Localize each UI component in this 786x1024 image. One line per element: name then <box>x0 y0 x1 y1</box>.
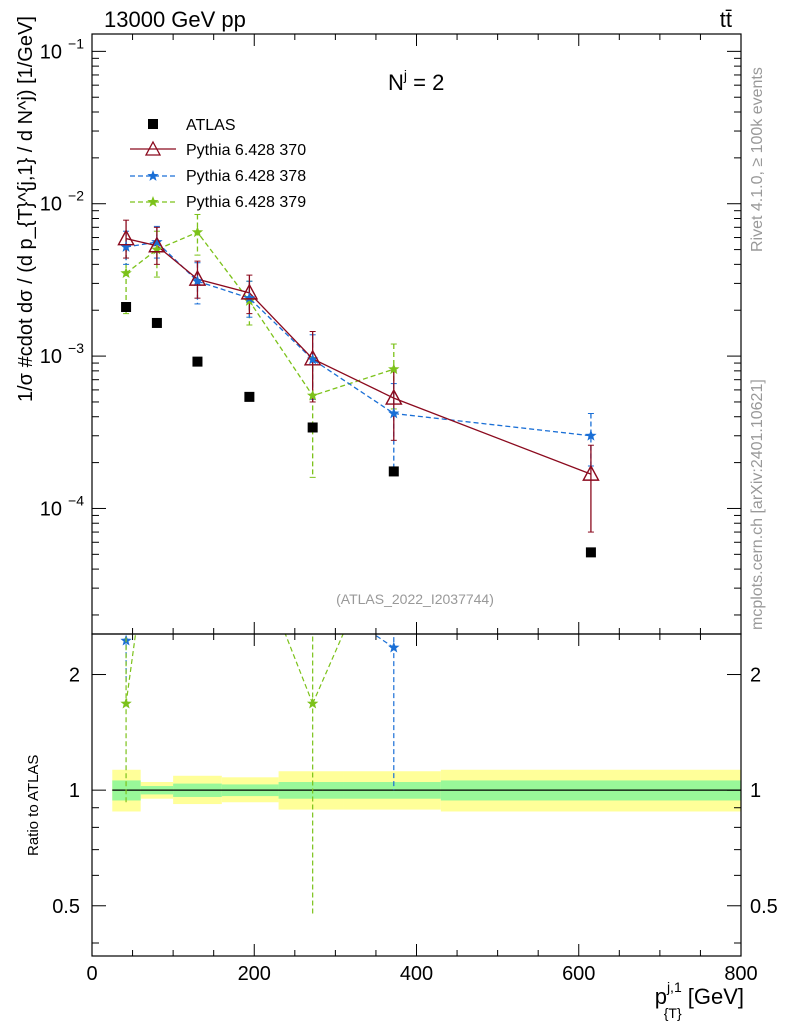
ratio-y-axis-label: Ratio to ATLAS <box>25 755 42 856</box>
series-p370-point <box>148 236 166 253</box>
series-p370-point <box>117 229 135 246</box>
legend-p379-label: Pythia 6.428 379 <box>186 194 306 211</box>
legend: ATLAS Pythia 6.428 370 Pythia 6.428 378 … <box>130 117 306 211</box>
series-p378-point <box>388 407 400 419</box>
legend-entry-p379: Pythia 6.428 379 <box>130 194 306 211</box>
main-y-tick-label: 10 −3 <box>40 340 84 368</box>
mcplots-label: mcplots.cern.ch [arXiv:2401.10621] <box>749 379 766 630</box>
x-tick-label: 400 <box>400 963 433 985</box>
series-p378-point <box>151 236 163 247</box>
x-tick-label: 0 <box>86 963 97 985</box>
x-axis-label: pj,1 {T} [GeV] <box>655 979 744 1021</box>
series-p370-point <box>385 388 403 405</box>
series-p378-point <box>120 241 132 252</box>
main-y-tick-exponent: −4 <box>68 492 84 508</box>
ratio-p378-line <box>372 634 395 649</box>
ratio-plot-frame <box>91 633 742 957</box>
main-y-tick-exponent: −2 <box>68 188 84 204</box>
main-series <box>117 213 600 558</box>
plot-title: Nj = 2 <box>388 67 444 95</box>
atlas-data-point <box>192 356 203 367</box>
ratio-p379-point <box>120 697 132 709</box>
series-p379-point <box>388 363 400 375</box>
ratio-y-tick-label-right: 1 <box>750 780 761 802</box>
legend-atlas-label: ATLAS <box>186 117 236 134</box>
x-tick-label: 600 <box>562 963 595 985</box>
ratio-bands <box>112 769 741 812</box>
ratio-p379-point <box>306 697 319 709</box>
series-p379-point <box>306 389 319 401</box>
atlas-data-point <box>585 547 596 558</box>
ratio-p379-line <box>125 634 137 704</box>
main-y-tick-label: 10 −1 <box>40 35 84 63</box>
ratio-y-tick-label-right: 2 <box>750 665 761 687</box>
series-p370-point <box>303 349 322 366</box>
series-p378-point <box>585 429 597 441</box>
atlas-data-point <box>244 391 255 402</box>
series-p370-point <box>188 269 207 286</box>
main-y-tick-label: 10 −2 <box>40 188 84 216</box>
series-p378-point <box>306 353 319 365</box>
atlas-data-point <box>388 466 399 477</box>
legend-p378-label: Pythia 6.428 378 <box>186 168 306 185</box>
series-p379-point <box>191 226 204 238</box>
ratio-y-tick-label-left: 2 <box>69 665 80 687</box>
ratio-p379-line <box>312 634 344 704</box>
x-tick-label: 800 <box>724 963 757 985</box>
atlas-data-point <box>307 422 318 433</box>
main-y-tick-label: 10 −4 <box>40 492 84 520</box>
header-process-label: tt̄ <box>720 7 732 32</box>
ratio-p378-point <box>388 641 400 653</box>
x-tick-label: 200 <box>238 963 271 985</box>
legend-p378-marker <box>147 170 159 181</box>
legend-p379-marker <box>147 196 159 207</box>
header-energy-label: 13000 GeV pp <box>104 7 246 32</box>
analysis-id-label: (ATLAS_2022_I2037744) <box>336 591 494 607</box>
rivet-version-label: Rivet 4.1.0, ≥ 100k events <box>749 67 766 252</box>
ratio-y-tick-label-left: 0.5 <box>52 896 80 918</box>
legend-atlas-marker <box>148 119 158 129</box>
legend-p370-label: Pythia 6.428 370 <box>186 142 306 159</box>
legend-entry-p378: Pythia 6.428 378 <box>130 168 306 185</box>
legend-entry-p370: Pythia 6.428 370 <box>130 140 306 159</box>
series-p378-point <box>243 292 256 304</box>
axes: 0 200 400 600 800 10 −1 10 −2 10 −3 10 −4 2 2 1 1 0.5 0.5 <box>40 34 778 985</box>
series-p379-point <box>151 243 163 255</box>
series-p379-line <box>125 231 394 397</box>
main-y-axis-label: 1/σ #cdot dσ / (d p_{T}^{j,1} / d N^j) [… <box>15 16 37 402</box>
series-p370-point <box>240 283 259 300</box>
legend-entry-atlas: ATLAS <box>148 117 236 134</box>
legend-p370-marker <box>144 140 162 156</box>
ratio-y-tick-label-left: 1 <box>69 780 80 802</box>
series-p378-point <box>191 275 204 287</box>
atlas-data-point <box>121 302 132 313</box>
atlas-data-point <box>151 317 162 328</box>
ratio-y-tick-label-right: 0.5 <box>750 896 778 918</box>
series-p370-point <box>582 464 600 481</box>
series-p379-point <box>120 267 132 279</box>
main-y-tick-exponent: −3 <box>68 340 84 356</box>
ratio-p379-line <box>284 634 314 704</box>
ratio-series <box>120 634 400 917</box>
main-y-tick-exponent: −1 <box>68 35 84 51</box>
series-p378-line <box>125 241 591 437</box>
